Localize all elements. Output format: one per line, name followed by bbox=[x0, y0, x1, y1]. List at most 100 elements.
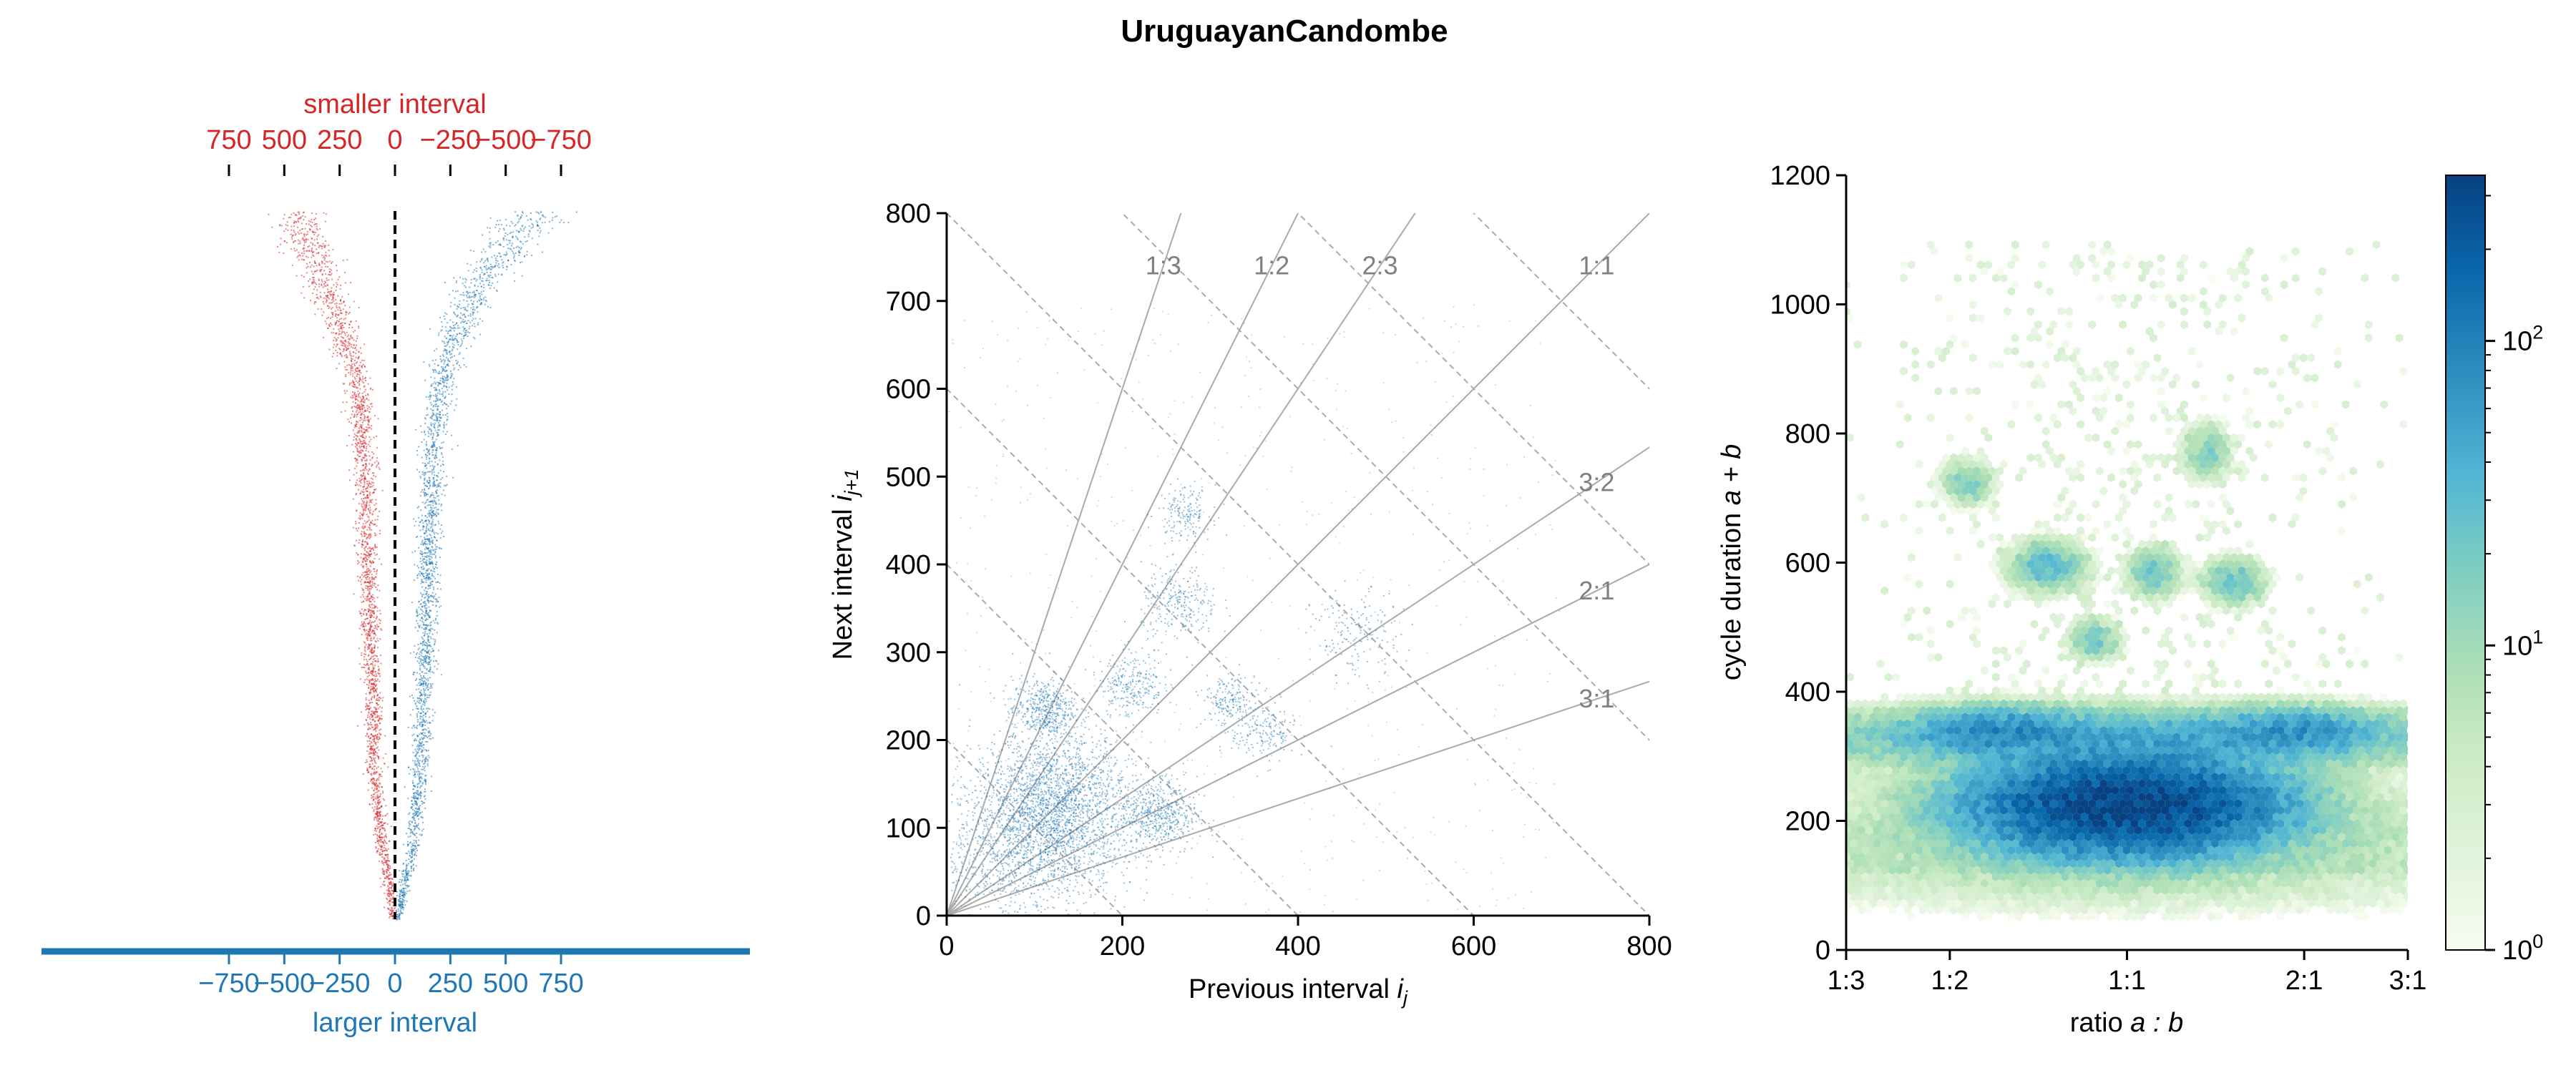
data-point bbox=[328, 279, 330, 281]
data-point bbox=[456, 308, 458, 310]
data-point bbox=[416, 715, 418, 717]
data-point bbox=[431, 501, 434, 504]
data-point bbox=[380, 662, 382, 665]
data-point bbox=[415, 825, 417, 828]
data-point bbox=[387, 885, 389, 886]
data-point bbox=[366, 589, 369, 592]
data-point bbox=[285, 224, 287, 226]
data-point bbox=[401, 879, 403, 881]
data-point bbox=[366, 559, 369, 560]
data-point bbox=[315, 301, 317, 303]
data-point bbox=[434, 524, 436, 526]
data-point bbox=[396, 916, 398, 917]
data-point bbox=[430, 594, 432, 597]
data-point bbox=[441, 360, 443, 362]
data-point bbox=[477, 300, 479, 303]
data-point bbox=[366, 496, 369, 499]
data-point bbox=[507, 233, 509, 235]
data-point bbox=[353, 386, 356, 388]
data-point bbox=[535, 220, 537, 222]
data-point bbox=[367, 570, 369, 572]
data-point bbox=[384, 830, 386, 832]
data-point bbox=[384, 823, 386, 825]
data-point bbox=[539, 227, 541, 229]
data-point bbox=[426, 763, 429, 765]
data-point bbox=[348, 311, 351, 313]
data-point bbox=[467, 331, 469, 333]
data-point bbox=[384, 850, 386, 852]
data-point bbox=[517, 245, 519, 248]
data-point bbox=[439, 469, 441, 471]
data-point bbox=[371, 607, 374, 609]
data-point bbox=[436, 476, 439, 478]
data-point bbox=[373, 568, 375, 570]
data-point bbox=[489, 242, 491, 245]
data-point bbox=[372, 599, 374, 601]
data-point bbox=[413, 839, 415, 841]
data-point bbox=[464, 307, 466, 308]
data-point bbox=[426, 667, 428, 670]
data-point bbox=[371, 674, 374, 676]
data-point bbox=[372, 478, 374, 480]
data-point bbox=[361, 430, 363, 432]
data-point bbox=[483, 273, 485, 275]
data-point bbox=[364, 459, 366, 461]
data-point bbox=[426, 741, 429, 743]
data-point bbox=[375, 689, 377, 691]
data-point bbox=[434, 424, 436, 426]
data-point bbox=[369, 504, 371, 506]
data-point bbox=[349, 338, 351, 340]
data-point bbox=[426, 707, 428, 710]
data-point bbox=[424, 629, 426, 631]
data-point bbox=[426, 575, 428, 577]
data-point bbox=[498, 267, 500, 268]
data-point bbox=[426, 758, 428, 760]
data-point bbox=[437, 485, 439, 487]
data-point bbox=[417, 697, 419, 700]
data-point bbox=[406, 874, 407, 876]
data-point bbox=[414, 825, 416, 828]
data-point bbox=[371, 584, 374, 586]
data-point bbox=[424, 602, 426, 604]
data-point bbox=[436, 614, 438, 617]
data-point bbox=[423, 656, 425, 658]
data-point bbox=[374, 760, 376, 762]
data-point bbox=[424, 463, 426, 465]
data-point bbox=[348, 384, 351, 386]
data-point bbox=[306, 223, 308, 225]
data-point bbox=[351, 346, 353, 348]
data-point bbox=[366, 612, 368, 614]
data-point bbox=[523, 227, 525, 230]
data-point bbox=[372, 594, 374, 596]
data-point bbox=[438, 389, 440, 391]
data-point bbox=[366, 678, 368, 680]
data-point bbox=[433, 467, 435, 469]
data-point bbox=[348, 306, 351, 308]
data-point bbox=[358, 431, 360, 433]
data-point bbox=[421, 703, 424, 705]
data-point bbox=[518, 231, 520, 232]
data-point bbox=[426, 413, 429, 416]
data-point bbox=[421, 733, 422, 735]
data-point bbox=[414, 725, 416, 727]
data-point bbox=[356, 459, 358, 461]
data-point bbox=[501, 259, 503, 261]
data-point bbox=[424, 536, 426, 539]
data-point bbox=[411, 695, 413, 697]
data-point bbox=[427, 482, 429, 484]
data-point bbox=[363, 512, 365, 514]
data-point bbox=[469, 296, 471, 298]
data-point bbox=[471, 320, 473, 322]
data-point bbox=[360, 583, 362, 585]
data-point bbox=[441, 329, 443, 331]
data-point bbox=[430, 385, 432, 387]
data-point bbox=[321, 283, 323, 285]
data-point bbox=[362, 773, 364, 775]
data-point bbox=[364, 557, 366, 559]
data-point bbox=[413, 651, 415, 653]
data-point bbox=[321, 254, 323, 256]
data-point bbox=[396, 918, 398, 920]
data-point bbox=[428, 471, 430, 473]
data-point bbox=[526, 254, 528, 256]
data-point bbox=[396, 916, 399, 918]
